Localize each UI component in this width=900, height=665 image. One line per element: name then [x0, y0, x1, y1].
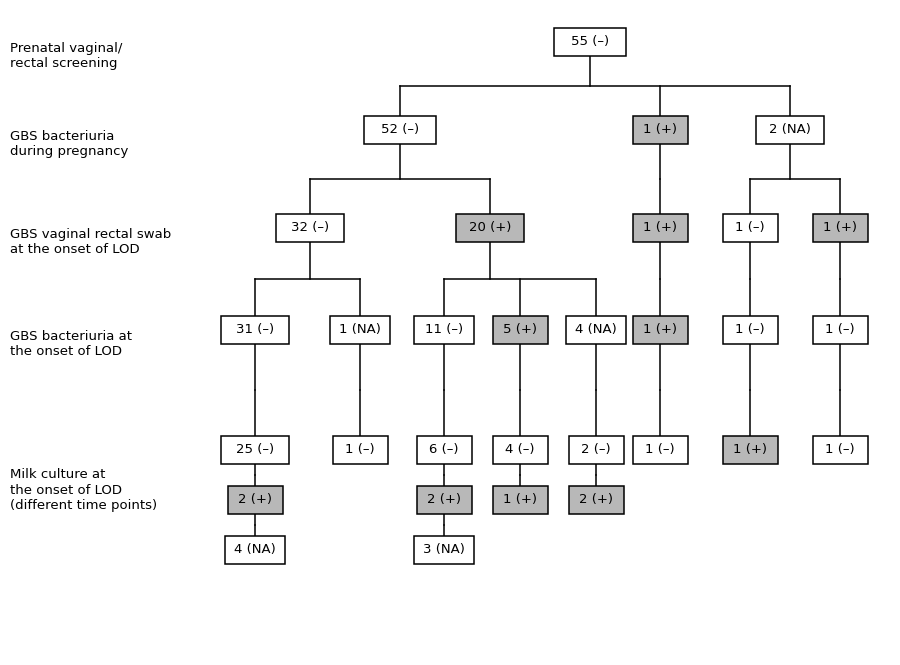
FancyBboxPatch shape [569, 486, 624, 514]
FancyBboxPatch shape [492, 316, 547, 344]
Text: 1 (+): 1 (+) [643, 323, 677, 336]
FancyBboxPatch shape [554, 28, 626, 56]
Text: 1 (–): 1 (–) [346, 444, 374, 456]
FancyBboxPatch shape [723, 436, 778, 464]
FancyBboxPatch shape [633, 214, 688, 242]
Text: 1 (–): 1 (–) [825, 323, 855, 336]
FancyBboxPatch shape [221, 436, 289, 464]
FancyBboxPatch shape [417, 436, 472, 464]
Text: 5 (+): 5 (+) [503, 323, 537, 336]
Text: 11 (–): 11 (–) [425, 323, 464, 336]
FancyBboxPatch shape [633, 316, 688, 344]
Text: 31 (–): 31 (–) [236, 323, 274, 336]
Text: 2 (+): 2 (+) [427, 493, 461, 507]
FancyBboxPatch shape [330, 316, 390, 344]
Text: 1 (NA): 1 (NA) [339, 323, 381, 336]
Text: 4 (–): 4 (–) [505, 444, 535, 456]
Text: 20 (+): 20 (+) [469, 221, 511, 235]
FancyBboxPatch shape [492, 436, 547, 464]
Text: 2 (+): 2 (+) [238, 493, 272, 507]
FancyBboxPatch shape [633, 436, 688, 464]
FancyBboxPatch shape [756, 116, 824, 144]
FancyBboxPatch shape [228, 486, 283, 514]
Text: 25 (–): 25 (–) [236, 444, 274, 456]
Text: 6 (–): 6 (–) [429, 444, 459, 456]
Text: 1 (+): 1 (+) [643, 221, 677, 235]
FancyBboxPatch shape [633, 116, 688, 144]
Text: 1 (+): 1 (+) [733, 444, 767, 456]
Text: 1 (+): 1 (+) [823, 221, 857, 235]
Text: 1 (–): 1 (–) [735, 323, 765, 336]
FancyBboxPatch shape [566, 316, 626, 344]
Text: 4 (NA): 4 (NA) [234, 543, 276, 557]
Text: GBS vaginal rectal swab
at the onset of LOD: GBS vaginal rectal swab at the onset of … [10, 228, 171, 256]
FancyBboxPatch shape [221, 316, 289, 344]
FancyBboxPatch shape [417, 486, 472, 514]
FancyBboxPatch shape [276, 214, 344, 242]
Text: 1 (–): 1 (–) [825, 444, 855, 456]
Text: 32 (–): 32 (–) [291, 221, 329, 235]
FancyBboxPatch shape [456, 214, 524, 242]
FancyBboxPatch shape [723, 214, 778, 242]
Text: 3 (NA): 3 (NA) [423, 543, 465, 557]
Text: 2 (+): 2 (+) [579, 493, 613, 507]
Text: 2 (–): 2 (–) [581, 444, 611, 456]
FancyBboxPatch shape [225, 536, 285, 564]
FancyBboxPatch shape [723, 316, 778, 344]
Text: GBS bacteriuria at
the onset of LOD: GBS bacteriuria at the onset of LOD [10, 330, 132, 358]
Text: GBS bacteriuria
during pregnancy: GBS bacteriuria during pregnancy [10, 130, 129, 158]
Text: 1 (–): 1 (–) [735, 221, 765, 235]
FancyBboxPatch shape [414, 316, 474, 344]
FancyBboxPatch shape [813, 214, 868, 242]
Text: Milk culture at
the onset of LOD
(different time points): Milk culture at the onset of LOD (differ… [10, 469, 158, 511]
FancyBboxPatch shape [813, 316, 868, 344]
Text: 1 (+): 1 (+) [643, 124, 677, 136]
Text: 55 (–): 55 (–) [571, 35, 609, 49]
Text: 4 (NA): 4 (NA) [575, 323, 616, 336]
Text: 1 (–): 1 (–) [645, 444, 675, 456]
FancyBboxPatch shape [492, 486, 547, 514]
Text: 2 (NA): 2 (NA) [770, 124, 811, 136]
FancyBboxPatch shape [414, 536, 474, 564]
FancyBboxPatch shape [364, 116, 436, 144]
Text: 1 (+): 1 (+) [503, 493, 537, 507]
FancyBboxPatch shape [569, 436, 624, 464]
Text: 52 (–): 52 (–) [381, 124, 419, 136]
FancyBboxPatch shape [332, 436, 388, 464]
FancyBboxPatch shape [813, 436, 868, 464]
Text: Prenatal vaginal/
rectal screening: Prenatal vaginal/ rectal screening [10, 42, 122, 70]
